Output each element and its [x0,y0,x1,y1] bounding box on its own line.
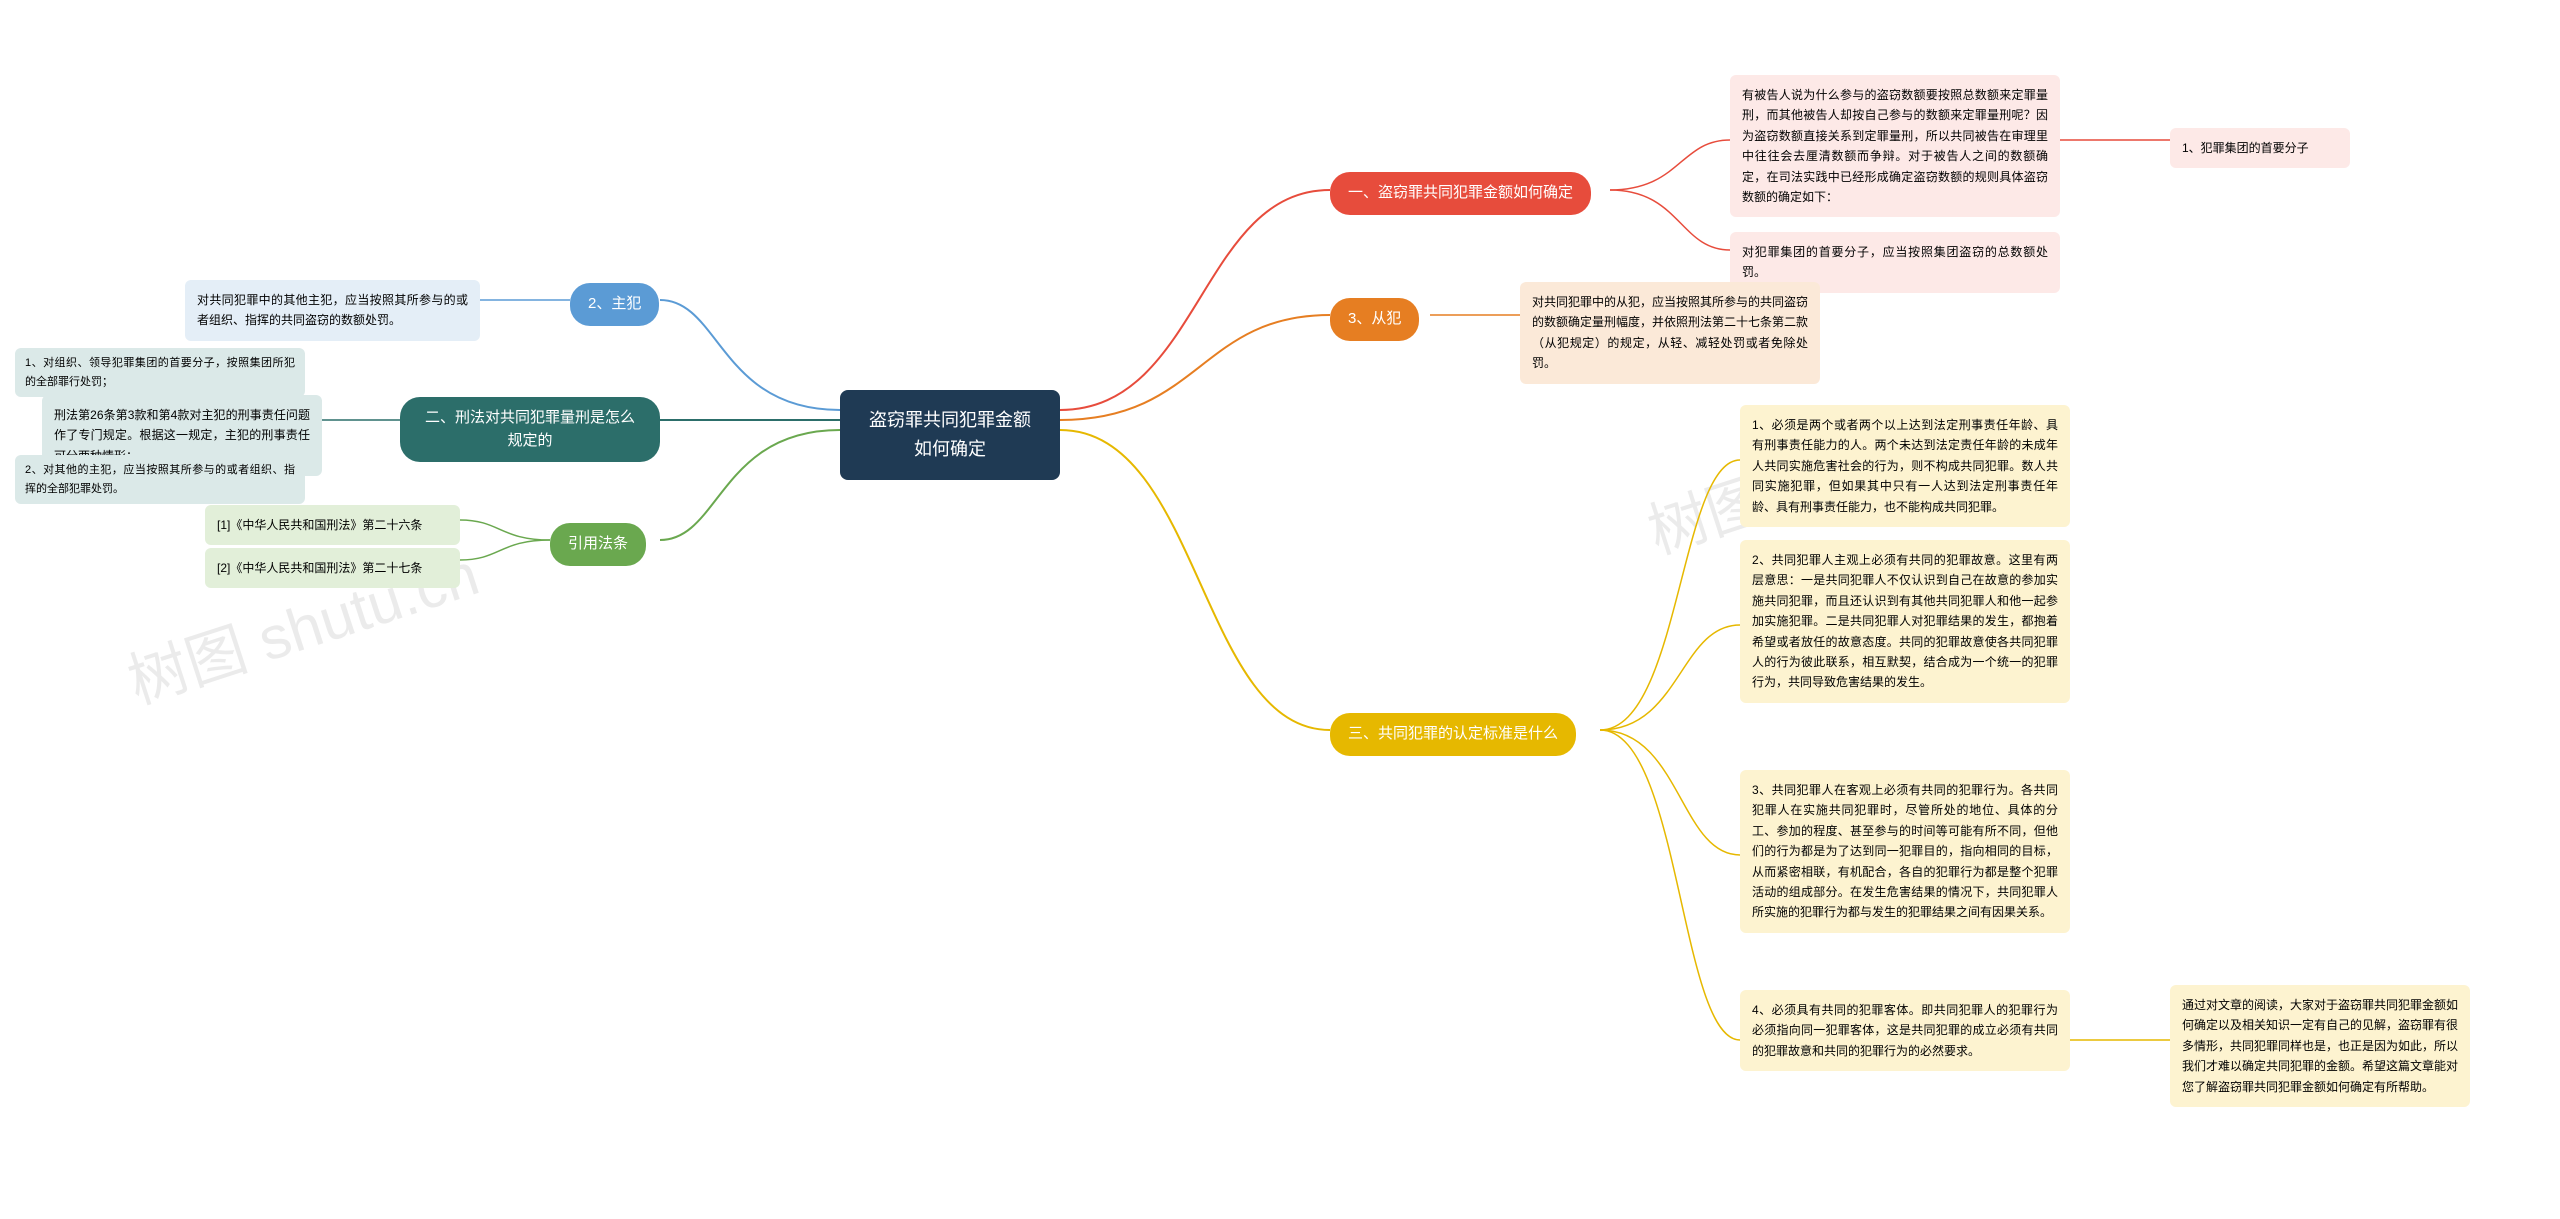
leaf-b1c1[interactable]: 有被告人说为什么参与的盗窃数额要按照总数额来定罪量刑，而其他被告人却按自己参与的… [1730,75,2060,217]
branch-b6[interactable]: 引用法条 [550,523,646,566]
branch-b5[interactable]: 三、共同犯罪的认定标准是什么 [1330,713,1576,756]
leaf-b5c1[interactable]: 1、必须是两个或者两个以上达到法定刑事责任年龄、具有刑事责任能力的人。两个未达到… [1740,405,2070,527]
leaf-b6c1[interactable]: [1]《中华人民共和国刑法》第二十六条 [205,505,460,545]
leaf-b5c3[interactable]: 3、共同犯罪人在客观上必须有共同的犯罪行为。各共同犯罪人在实施共同犯罪时，尽管所… [1740,770,2070,933]
leaf-b5c2[interactable]: 2、共同犯罪人主观上必须有共同的犯罪故意。这里有两层意思：一是共同犯罪人不仅认识… [1740,540,2070,703]
mindmap-canvas: 树图 shutu.cn 树图 shutu.cn [0,0,2560,1219]
leaf-b5c4[interactable]: 4、必须具有共同的犯罪客体。即共同犯罪人的犯罪行为必须指向同一犯罪客体，这是共同… [1740,990,2070,1071]
leaf-b6c2[interactable]: [2]《中华人民共和国刑法》第二十七条 [205,548,460,588]
leaf-b1c1a[interactable]: 1、犯罪集团的首要分子 [2170,128,2350,168]
branch-b1[interactable]: 一、盗窃罪共同犯罪金额如何确定 [1330,172,1591,215]
branch-b2[interactable]: 2、主犯 [570,283,659,326]
leaf-b2c1[interactable]: 对共同犯罪中的其他主犯，应当按照其所参与的或者组织、指挥的共同盗窃的数额处罚。 [185,280,480,341]
leaf-b4c1b[interactable]: 2、对其他的主犯，应当按照其所参与的或者组织、指挥的全部犯罪处罚。 [15,455,305,504]
branch-b4[interactable]: 二、刑法对共同犯罪量刑是怎么规定的 [400,397,660,462]
root-node[interactable]: 盗窃罪共同犯罪金额如何确定 [840,390,1060,480]
leaf-b4c1a[interactable]: 1、对组织、领导犯罪集团的首要分子，按照集团所犯的全部罪行处罚； [15,348,305,397]
leaf-b3c1[interactable]: 对共同犯罪中的从犯，应当按照其所参与的共同盗窃的数额确定量刑幅度，并依照刑法第二… [1520,282,1820,384]
leaf-b5c4a[interactable]: 通过对文章的阅读，大家对于盗窃罪共同犯罪金额如何确定以及相关知识一定有自己的见解… [2170,985,2470,1107]
branch-b3[interactable]: 3、从犯 [1330,298,1419,341]
